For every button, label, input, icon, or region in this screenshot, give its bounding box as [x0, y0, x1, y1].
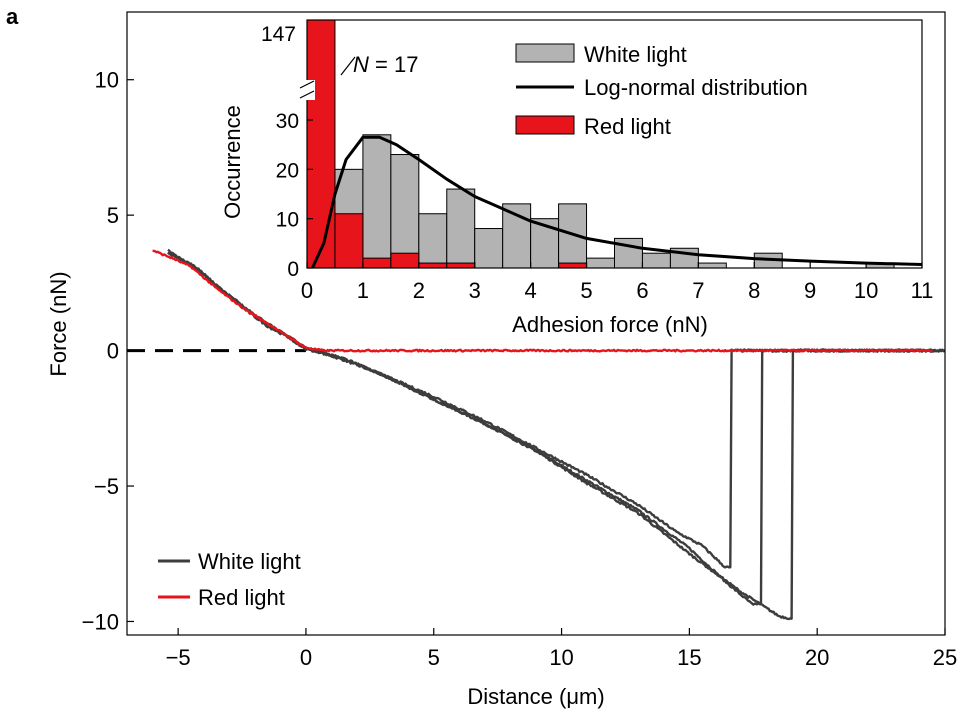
main-legend: White light Red light: [158, 549, 301, 610]
legend-label-white-light: White light: [198, 549, 301, 574]
histogram-bar-white-light: [362, 134, 392, 269]
main-y-tick-label: −10: [82, 609, 119, 634]
panel-label: a: [6, 4, 19, 29]
inset-annotation-value: = 17: [369, 52, 419, 77]
main-y-tick-label: −5: [94, 474, 119, 499]
histogram-bar-white-light: [446, 188, 476, 269]
main-plot-frame: [126, 11, 946, 636]
inset-x-tick-label: 4: [525, 278, 537, 303]
inset-legend-label-red-light: Red light: [584, 114, 671, 139]
inset-x-tick-label: 1: [357, 278, 369, 303]
main-y-axis-label: Force (nN): [46, 271, 71, 376]
main-x-axis-label: Distance (μm): [467, 684, 604, 709]
histogram-bar-red-light: [390, 252, 420, 269]
inset-x-tick-label: 3: [469, 278, 481, 303]
main-y-tick-label: 0: [107, 339, 119, 364]
histogram-bar-white-light: [418, 213, 448, 269]
lognormal-curve: [311, 135, 923, 269]
inset-y-tick-label: 0: [287, 258, 299, 281]
inset-axis-break: [299, 80, 315, 100]
main-x-tick-label: −5: [166, 645, 191, 670]
inset-annotation-variable: N: [353, 52, 369, 77]
inset-x-tick-label: 7: [692, 278, 704, 303]
inset-legend-label-lognormal: Log-normal distribution: [584, 75, 808, 100]
main-series-layer: [152, 248, 946, 621]
inset-x-tick-label: 8: [748, 278, 760, 303]
inset-x-tick-label: 6: [636, 278, 648, 303]
inset-x-tick-label: 5: [580, 278, 592, 303]
histogram-bar-red-light: [334, 213, 364, 269]
inset-annotation-text: N = 17: [353, 52, 418, 77]
main-y-tick-label: 10: [95, 68, 119, 93]
histogram-bar-red-light: [418, 262, 448, 269]
inset-legend-label-white-light: White light: [584, 42, 687, 67]
inset-x-axis-label: Adhesion force (nN): [512, 312, 708, 337]
main-x-tick-label: 5: [428, 645, 440, 670]
histogram-bar-red-light: [558, 262, 588, 269]
inset-y-tick-label: 10: [276, 209, 299, 232]
inset-axes: 0 1 2 3 4 5 6 7 8 9 10 11 0 10 20 30: [276, 110, 934, 303]
main-x-tick-label: 15: [677, 645, 701, 670]
inset-x-tick-label: 0: [301, 278, 313, 303]
histogram-bar-red-light: [362, 257, 392, 269]
main-x-tick-label: 25: [933, 645, 957, 670]
inset-legend-swatch-red-light: [515, 115, 575, 135]
inset-y-tick-label: 30: [276, 110, 299, 133]
histogram-bar-red-light: [446, 262, 476, 269]
main-x-tick-label: 10: [549, 645, 573, 670]
inset-legend-swatch-white-light: [515, 43, 575, 63]
inset-legend: White light Log-normal distribution Red …: [515, 42, 808, 139]
inset-frame: [306, 19, 923, 269]
histogram-bar-white-light: [586, 257, 616, 269]
inset-curve-layer: [311, 135, 923, 269]
inset-axis-break-label: 147: [261, 23, 296, 46]
inset-x-tick-label: 11: [911, 278, 934, 303]
inset-annotation: N = 17: [340, 51, 424, 79]
histogram-bar-white-light: [641, 252, 671, 269]
histogram-bar-white-light: [474, 228, 504, 269]
series-line-white-light: [167, 248, 946, 569]
inset-x-tick-label: 9: [804, 278, 816, 303]
main-x-tick-label: 0: [300, 645, 312, 670]
inset-x-tick-label: 2: [413, 278, 425, 303]
inset-x-tick-label: 10: [854, 278, 878, 303]
legend-label-red-light: Red light: [198, 585, 285, 610]
histogram-bar-red-light: [306, 19, 336, 269]
main-x-tick-label: 20: [805, 645, 829, 670]
main-y-tick-label: 5: [107, 203, 119, 228]
inset-y-axis-label: Occurrence: [220, 105, 245, 219]
histogram-bar-white-light: [390, 154, 420, 269]
inset-y-tick-label: 20: [276, 159, 299, 182]
histogram-bar-white-light: [697, 262, 727, 269]
series-line-red-light: [152, 249, 933, 353]
